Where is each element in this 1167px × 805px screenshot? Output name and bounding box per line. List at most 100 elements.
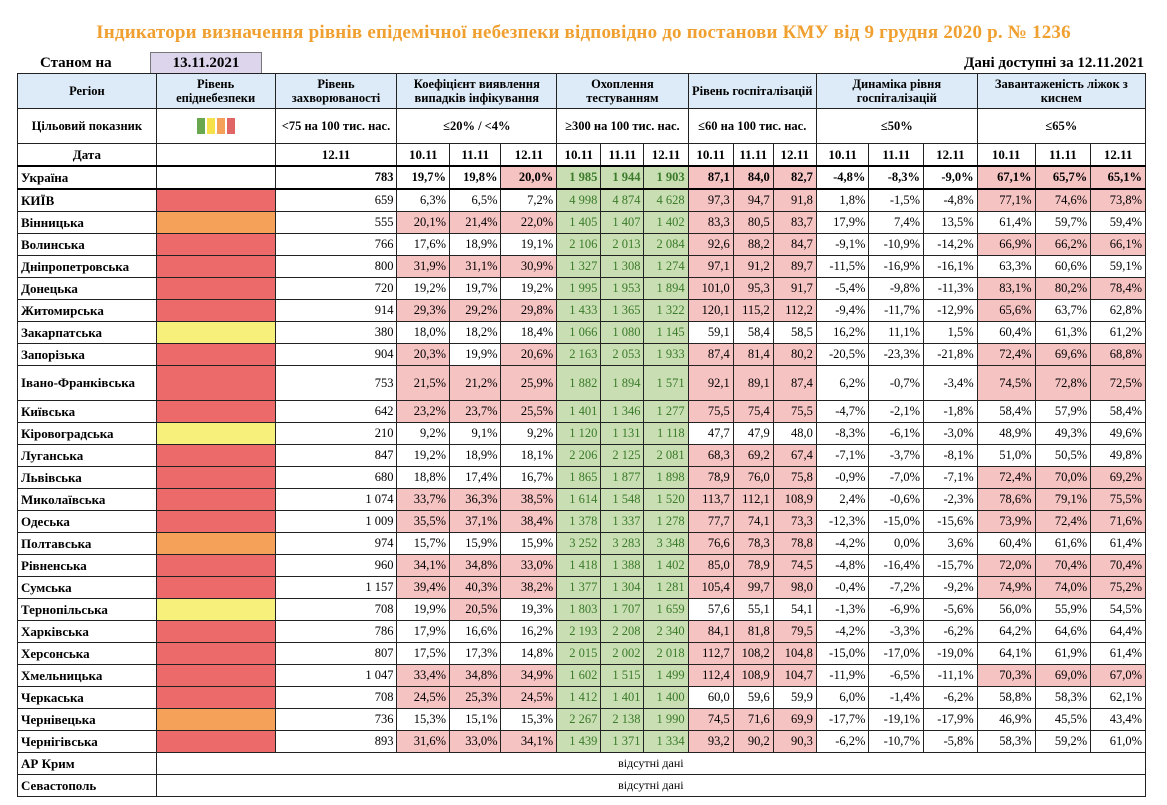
missing-data-note: відсутні дані xyxy=(155,752,1147,775)
swatch-yellow xyxy=(206,118,215,135)
table-row: Львівська 680 18,8% 17,4% 16,7% 1 865 1 877 1 8… xyxy=(17,466,1146,489)
incidence-value: 847 xyxy=(274,444,398,467)
testing-value: 1 903 xyxy=(643,165,689,190)
region-name: Хмельницька xyxy=(17,664,157,687)
beds-value: 58,3% xyxy=(976,730,1036,753)
testing-value: 2 208 xyxy=(600,620,645,643)
incidence-value: 642 xyxy=(274,400,398,423)
dyn-value: -12,3% xyxy=(815,510,870,533)
level-indicator xyxy=(155,576,276,599)
date-label: Дата xyxy=(17,143,157,167)
hosp-value: 55,1 xyxy=(732,598,774,621)
table-row: Україна 783 19,7% 19,8% 20,0% 1 985 1 944 1 903… xyxy=(17,165,1146,190)
detection-value: 9,1% xyxy=(448,422,502,445)
testing-value: 1 614 xyxy=(556,488,602,511)
testing-value: 1 337 xyxy=(600,510,645,533)
testing-value: 1 378 xyxy=(556,510,602,533)
detection-value: 15,9% xyxy=(448,532,502,555)
hosp-value: 78,9 xyxy=(687,466,734,489)
testing-value: 1 401 xyxy=(600,686,645,709)
beds-value: 72,0% xyxy=(976,554,1036,577)
testing-value: 2 013 xyxy=(600,233,645,256)
table-row: Одеська 1 009 35,5% 37,1% 38,4% 1 378 1 337 1 2… xyxy=(17,510,1146,533)
hosp-value: 97,3 xyxy=(687,188,734,212)
dyn-value: 0,0% xyxy=(868,532,925,555)
beds-value: 56,0% xyxy=(976,598,1036,621)
hosp-value: 75,8 xyxy=(772,466,817,489)
detection-value: 33,7% xyxy=(396,488,450,511)
dyn-value: 3,6% xyxy=(923,532,978,555)
dyn-value: -6,2% xyxy=(923,620,978,643)
testing-value: 1 571 xyxy=(643,365,689,401)
dyn-value: -9,8% xyxy=(868,277,925,300)
beds-value: 73,9% xyxy=(976,510,1036,533)
region-name: Харківська xyxy=(17,620,157,643)
beds-value: 72,4% xyxy=(1034,510,1092,533)
beds-value: 50,5% xyxy=(1034,444,1092,467)
dyn-value: -14,2% xyxy=(923,233,978,256)
testing-value: 1 066 xyxy=(556,321,602,344)
region-name: АР Крим xyxy=(17,752,157,775)
incidence-value: 210 xyxy=(274,422,398,445)
testing-value: 1 346 xyxy=(600,400,645,423)
testing-value: 3 348 xyxy=(643,532,689,555)
table-row: Дніпропетровська 800 31,9% 31,1% 30,9% 1 327 1… xyxy=(17,255,1146,278)
hosp-value: 87,4 xyxy=(772,365,817,401)
header-detection: Коефіцієнт виявлення випадків інфікуванн… xyxy=(396,73,558,109)
hosp-value: 78,3 xyxy=(732,532,774,555)
testing-value: 1 894 xyxy=(600,365,645,401)
region-name: Херсонська xyxy=(17,642,157,665)
dyn-value: -4,2% xyxy=(815,532,870,555)
testing-value: 2 002 xyxy=(600,642,645,665)
beds-value: 69,0% xyxy=(1034,664,1092,687)
beds-value: 75,5% xyxy=(1090,488,1146,511)
dyn-value: -9,1% xyxy=(815,233,870,256)
region-name: КИЇВ xyxy=(17,188,157,212)
dyn-value: 6,0% xyxy=(815,686,870,709)
hosp-value: 76,6 xyxy=(687,532,734,555)
dyn-value: -17,9% xyxy=(923,708,978,731)
incidence-value: 800 xyxy=(274,255,398,278)
detection-value: 40,3% xyxy=(448,576,502,599)
detection-value: 36,3% xyxy=(448,488,502,511)
region-name: Полтавська xyxy=(17,532,157,555)
dyn-value: 11,1% xyxy=(868,321,925,344)
beds-value: 73,8% xyxy=(1090,188,1146,212)
swatch-red xyxy=(226,118,235,135)
dyn-value: -3,3% xyxy=(868,620,925,643)
dyn-value: -7,1% xyxy=(923,466,978,489)
testing-value: 1 277 xyxy=(643,400,689,423)
hosp-value: 90,2 xyxy=(732,730,774,753)
detection-value: 18,2% xyxy=(448,321,502,344)
dyn-value: -4,8% xyxy=(923,188,978,212)
incidence-value: 380 xyxy=(274,321,398,344)
incidence-value: 659 xyxy=(274,188,398,212)
hosp-value: 84,1 xyxy=(687,620,734,643)
date-test-1: 10.11 xyxy=(556,143,602,167)
hosp-value: 76,0 xyxy=(732,466,774,489)
detection-value: 17,6% xyxy=(396,233,450,256)
hosp-value: 89,7 xyxy=(772,255,817,278)
detection-value: 6,3% xyxy=(396,188,450,212)
testing-value: 1 388 xyxy=(600,554,645,577)
detection-value: 31,6% xyxy=(396,730,450,753)
status-label: Станом на xyxy=(40,55,112,71)
hosp-value: 115,2 xyxy=(732,299,774,322)
testing-value: 1 365 xyxy=(600,299,645,322)
dyn-value: -6,1% xyxy=(868,422,925,445)
detection-value: 34,8% xyxy=(448,554,502,577)
detection-value: 19,2% xyxy=(500,277,558,300)
header-beds: Завантаженість ліжок з киснем xyxy=(976,73,1147,109)
incidence-value: 720 xyxy=(274,277,398,300)
beds-value: 61,3% xyxy=(1034,321,1092,344)
testing-value: 1 278 xyxy=(643,510,689,533)
beds-value: 80,2% xyxy=(1034,277,1092,300)
dyn-value: -6,2% xyxy=(815,730,870,753)
detection-value: 16,2% xyxy=(500,620,558,643)
testing-value: 1 882 xyxy=(556,365,602,401)
hosp-value: 58,5 xyxy=(772,321,817,344)
level-indicator xyxy=(155,321,276,344)
header-testing: Охоплення тестуванням xyxy=(556,73,689,109)
detection-value: 7,2% xyxy=(500,188,558,212)
beds-value: 61,9% xyxy=(1034,642,1092,665)
